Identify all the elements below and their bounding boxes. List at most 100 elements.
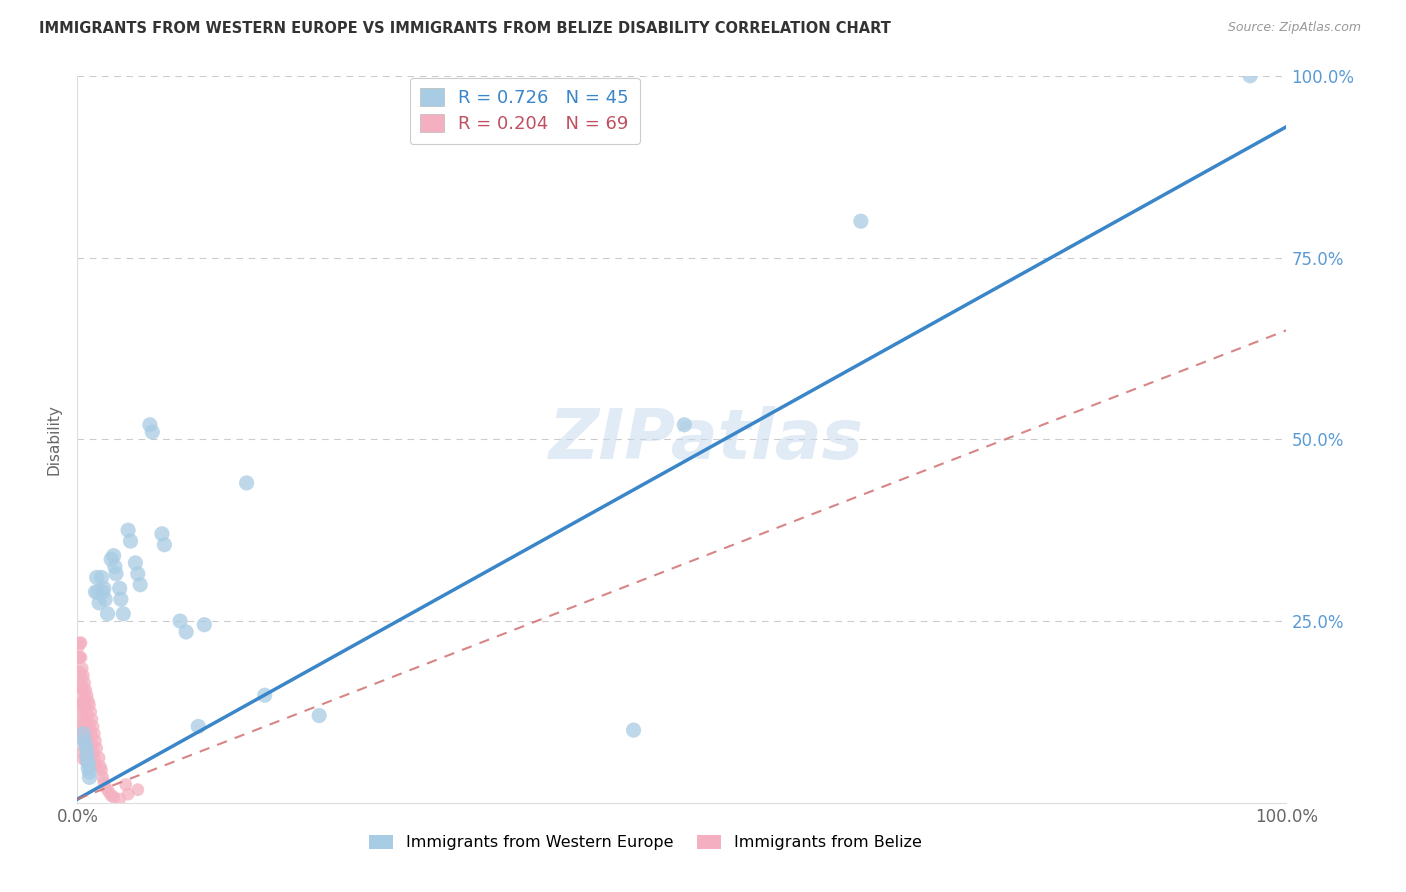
Point — [673, 417, 696, 432]
Y-axis label: Disability: Disability — [46, 404, 62, 475]
Point — [72, 717, 94, 731]
Point — [120, 534, 142, 549]
Point — [79, 705, 101, 719]
Point — [153, 538, 176, 552]
Point — [100, 789, 122, 803]
Point — [79, 741, 101, 756]
Point — [77, 734, 100, 748]
Point — [139, 417, 162, 432]
Point — [235, 475, 257, 490]
Point — [67, 650, 90, 665]
Point — [91, 585, 114, 599]
Point — [129, 578, 152, 592]
Point — [80, 736, 103, 750]
Legend: Immigrants from Western Europe, Immigrants from Belize: Immigrants from Western Europe, Immigran… — [363, 828, 928, 856]
Point — [1239, 69, 1261, 83]
Point — [77, 714, 100, 729]
Point — [76, 688, 98, 702]
Point — [70, 683, 93, 698]
Point — [127, 782, 149, 797]
Point — [75, 735, 97, 749]
Point — [75, 699, 97, 714]
Point — [73, 676, 96, 690]
Point — [69, 698, 91, 712]
Point — [83, 727, 105, 741]
Point — [70, 694, 93, 708]
Point — [70, 719, 93, 733]
Point — [79, 719, 101, 733]
Point — [70, 668, 93, 682]
Point — [77, 756, 100, 770]
Point — [623, 723, 645, 737]
Point — [93, 775, 115, 789]
Point — [75, 754, 97, 768]
Point — [69, 680, 91, 694]
Point — [70, 701, 93, 715]
Point — [76, 750, 98, 764]
Point — [193, 617, 215, 632]
Point — [69, 665, 91, 679]
Point — [96, 607, 118, 621]
Point — [124, 556, 146, 570]
Point — [79, 727, 101, 741]
Point — [103, 789, 125, 804]
Point — [141, 425, 163, 439]
Point — [105, 566, 128, 581]
Point — [69, 636, 91, 650]
Point — [150, 526, 173, 541]
Point — [82, 719, 104, 733]
Point — [77, 694, 100, 708]
Point — [187, 719, 209, 733]
Point — [73, 692, 96, 706]
Point — [73, 729, 96, 743]
Point — [169, 614, 191, 628]
Point — [103, 549, 125, 563]
Point — [70, 727, 93, 741]
Text: ZIPatlas: ZIPatlas — [548, 406, 863, 473]
Point — [70, 636, 93, 650]
Text: Source: ZipAtlas.com: Source: ZipAtlas.com — [1227, 21, 1361, 35]
Point — [112, 607, 135, 621]
Point — [72, 668, 94, 682]
Point — [253, 688, 276, 702]
Point — [76, 725, 98, 739]
Point — [90, 763, 112, 777]
Point — [91, 770, 114, 784]
Point — [75, 717, 97, 731]
Point — [83, 750, 105, 764]
Point — [87, 585, 110, 599]
Point — [114, 778, 136, 792]
Point — [72, 727, 94, 741]
Point — [87, 596, 110, 610]
Point — [89, 759, 111, 773]
Point — [117, 523, 139, 537]
Point — [76, 745, 98, 759]
Point — [96, 781, 118, 796]
Point — [110, 592, 132, 607]
Point — [79, 748, 101, 763]
Point — [84, 585, 107, 599]
Point — [97, 785, 120, 799]
Point — [75, 739, 97, 753]
Point — [108, 792, 131, 806]
Point — [80, 712, 103, 726]
Point — [67, 640, 90, 654]
Point — [76, 745, 98, 759]
Point — [77, 761, 100, 775]
Point — [73, 710, 96, 724]
Point — [72, 699, 94, 714]
Point — [72, 683, 94, 698]
Point — [86, 741, 108, 756]
Point — [86, 570, 108, 584]
Point — [84, 758, 107, 772]
Point — [108, 582, 131, 596]
Point — [174, 624, 197, 639]
Point — [70, 745, 93, 759]
Point — [79, 770, 101, 784]
Point — [70, 678, 93, 692]
Point — [117, 787, 139, 801]
Point — [72, 734, 94, 748]
Point — [90, 570, 112, 584]
Point — [70, 710, 93, 724]
Text: IMMIGRANTS FROM WESTERN EUROPE VS IMMIGRANTS FROM BELIZE DISABILITY CORRELATION : IMMIGRANTS FROM WESTERN EUROPE VS IMMIGR… — [39, 21, 891, 37]
